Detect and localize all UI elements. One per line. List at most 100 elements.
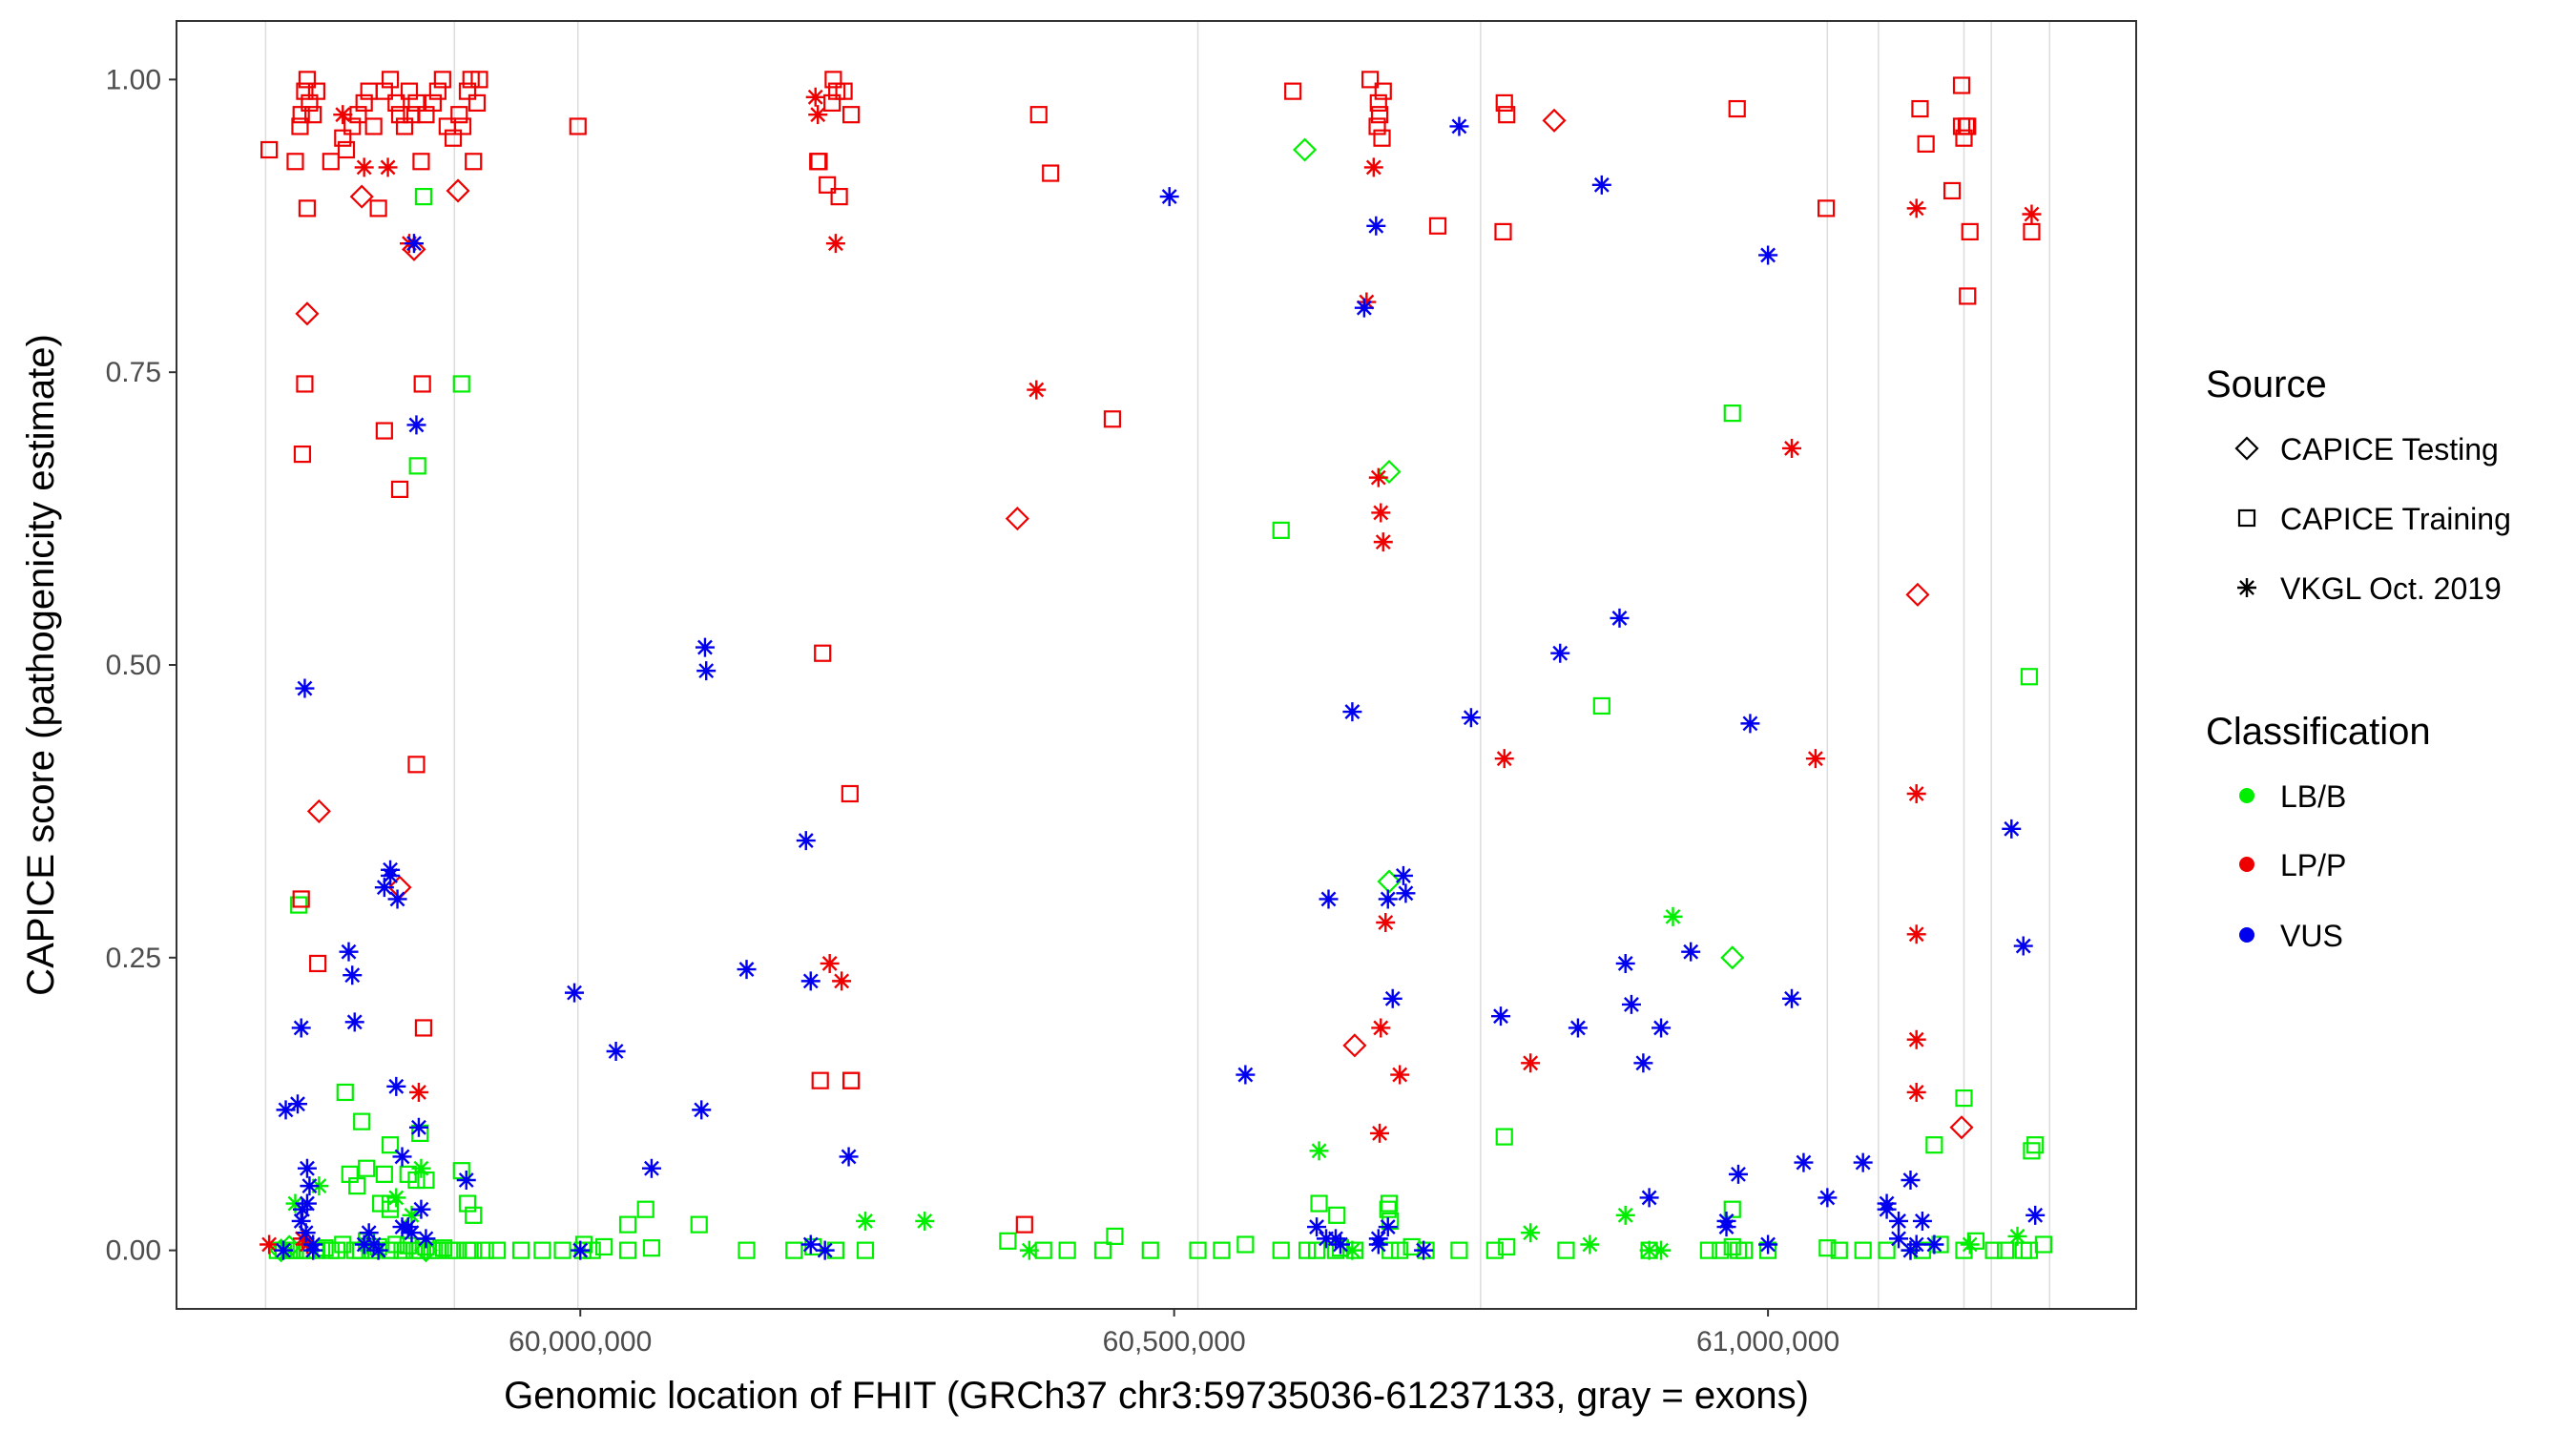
data-point bbox=[1854, 1241, 1872, 1259]
legend-square-shape bbox=[2237, 508, 2256, 528]
y-axis-title: CAPICE score (pathogenicity estimate) bbox=[20, 334, 62, 996]
data-point bbox=[1015, 1215, 1033, 1234]
data-point bbox=[1955, 129, 1973, 147]
legend-class-entry-vus: VUS bbox=[2239, 919, 2343, 953]
data-point bbox=[1495, 93, 1513, 113]
data-point bbox=[641, 1158, 661, 1178]
data-point bbox=[800, 1234, 821, 1255]
data-point bbox=[1681, 942, 1701, 962]
data-point bbox=[1550, 643, 1570, 663]
data-point bbox=[828, 82, 846, 100]
data-point bbox=[1029, 106, 1048, 124]
data-point bbox=[1621, 994, 1641, 1014]
data-point bbox=[2025, 1205, 2046, 1225]
data-point bbox=[408, 1117, 428, 1137]
data-point bbox=[814, 644, 832, 662]
data-point bbox=[1728, 1164, 1748, 1184]
data-point bbox=[618, 1215, 637, 1234]
legend-dot-vus bbox=[2239, 927, 2254, 943]
data-point bbox=[1414, 1240, 1434, 1260]
data-point bbox=[1307, 1241, 1326, 1259]
data-point bbox=[1373, 532, 1393, 552]
data-point bbox=[402, 1223, 422, 1243]
data-point bbox=[296, 82, 314, 100]
data-point bbox=[1592, 696, 1610, 716]
data-point bbox=[832, 971, 852, 991]
data-point bbox=[800, 971, 821, 991]
data-point bbox=[465, 153, 483, 171]
data-point bbox=[381, 1194, 400, 1213]
data-point bbox=[1720, 945, 1745, 970]
data-point bbox=[1794, 1152, 1814, 1172]
data-point bbox=[696, 661, 717, 681]
data-point bbox=[1817, 199, 1836, 218]
data-point bbox=[298, 199, 317, 218]
data-point bbox=[1498, 1237, 1516, 1256]
data-point bbox=[618, 1241, 637, 1259]
data-point bbox=[358, 1159, 376, 1177]
data-point bbox=[1615, 953, 1635, 973]
data-point bbox=[1917, 135, 1935, 153]
data-point bbox=[470, 71, 488, 89]
data-point bbox=[841, 1071, 861, 1089]
data-point bbox=[381, 71, 400, 89]
data-point bbox=[276, 1100, 296, 1120]
data-point bbox=[359, 1223, 379, 1243]
data-point bbox=[390, 480, 409, 499]
data-point bbox=[2007, 1226, 2027, 1246]
data-point bbox=[1723, 1237, 1741, 1256]
data-point bbox=[411, 1199, 431, 1219]
data-point bbox=[291, 1018, 311, 1038]
data-point bbox=[295, 678, 315, 698]
data-point bbox=[1272, 521, 1290, 539]
data-point bbox=[2022, 204, 2042, 224]
legend-key-diamond bbox=[2234, 436, 2259, 461]
data-point bbox=[306, 798, 331, 823]
data-point bbox=[292, 890, 310, 908]
data-point bbox=[1361, 71, 1380, 89]
data-point bbox=[820, 953, 840, 973]
data-point bbox=[1906, 1234, 1926, 1255]
data-point bbox=[1027, 380, 1047, 400]
data-point bbox=[465, 1206, 483, 1224]
data-point bbox=[1494, 749, 1514, 769]
series-lp-p-capice-training bbox=[260, 71, 2041, 1234]
x-tick-label: 60,500,000 bbox=[1103, 1326, 1246, 1358]
data-point bbox=[1652, 1240, 1672, 1260]
data-point bbox=[1005, 507, 1029, 531]
data-point bbox=[1298, 1241, 1317, 1259]
data-point bbox=[1366, 216, 1386, 236]
data-point bbox=[690, 1215, 708, 1234]
x-tick-label: 60,000,000 bbox=[509, 1326, 652, 1358]
data-point bbox=[411, 1241, 429, 1259]
data-point bbox=[1369, 93, 1387, 113]
data-point bbox=[488, 1241, 507, 1259]
data-point bbox=[1368, 467, 1388, 487]
data-point bbox=[1363, 157, 1383, 177]
data-point bbox=[1758, 1234, 1778, 1255]
data-point bbox=[408, 457, 426, 475]
data-point bbox=[387, 1235, 405, 1254]
data-point bbox=[1378, 1217, 1398, 1237]
data-point bbox=[1317, 1229, 1337, 1249]
data-point bbox=[1610, 608, 1630, 628]
data-point bbox=[1925, 1136, 1943, 1154]
data-point bbox=[1377, 869, 1402, 894]
data-points bbox=[260, 71, 2053, 1263]
data-point bbox=[1961, 222, 1979, 241]
data-point bbox=[1949, 1115, 1974, 1140]
data-point bbox=[2013, 936, 2033, 956]
data-point bbox=[1735, 1241, 1754, 1259]
data-point bbox=[304, 106, 322, 124]
data-point bbox=[1371, 1018, 1391, 1038]
y-tick-label: 0.50 bbox=[106, 650, 161, 681]
legend-key-square bbox=[2237, 508, 2256, 528]
data-point bbox=[1494, 222, 1512, 241]
data-point bbox=[1557, 1241, 1575, 1259]
data-point bbox=[1382, 988, 1402, 1008]
data-point bbox=[300, 1176, 320, 1196]
data-point bbox=[458, 82, 477, 100]
data-point bbox=[1368, 1234, 1388, 1255]
data-point bbox=[369, 199, 387, 218]
data-point bbox=[1818, 1188, 1838, 1208]
